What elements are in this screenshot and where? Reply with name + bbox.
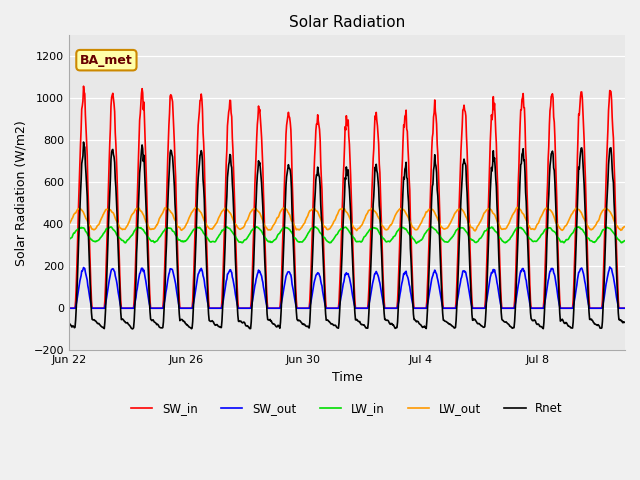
LW_out (260, 220, 268, 226)
LW_in (413, 240, 420, 246)
LW_out (530, 226, 538, 232)
SW_in (394, 284, 402, 290)
Title: Solar Radiation: Solar Radiation (289, 15, 405, 30)
LW_in (184, 237, 191, 242)
Rnet (395, 294, 403, 300)
SW_in (324, 305, 332, 311)
LW_in (621, 238, 628, 244)
SW_out (394, 304, 401, 310)
LW_in (324, 239, 332, 245)
SW_out (184, 305, 191, 311)
SW_in (415, 305, 423, 311)
LW_out (184, 220, 191, 226)
Line: SW_in: SW_in (69, 86, 625, 308)
Rnet (261, 255, 269, 261)
SW_in (621, 305, 628, 311)
Line: SW_out: SW_out (69, 267, 625, 308)
LW_out (394, 208, 401, 214)
Rnet (80, 139, 88, 145)
SW_out (260, 284, 268, 290)
Rnet (621, 319, 628, 325)
LW_out (415, 224, 423, 229)
Legend: SW_in, SW_out, LW_in, LW_out, Rnet: SW_in, SW_out, LW_in, LW_out, Rnet (127, 397, 568, 420)
Line: Rnet: Rnet (69, 142, 625, 329)
Rnet (129, 326, 136, 332)
Rnet (416, 322, 424, 327)
LW_in (416, 238, 424, 244)
SW_in (260, 207, 268, 213)
SW_out (621, 305, 628, 311)
Text: BA_met: BA_met (80, 54, 132, 67)
LW_out (65, 222, 73, 228)
SW_out (606, 264, 614, 270)
LW_in (530, 239, 538, 244)
LW_out (513, 204, 521, 210)
LW_in (394, 228, 402, 233)
LW_out (471, 228, 479, 234)
Line: LW_out: LW_out (69, 207, 625, 231)
LW_in (65, 237, 73, 242)
SW_out (65, 305, 73, 311)
LW_out (324, 227, 332, 232)
SW_out (415, 305, 423, 311)
SW_in (529, 305, 537, 311)
Y-axis label: Solar Radiation (W/m2): Solar Radiation (W/m2) (15, 120, 28, 265)
Rnet (530, 318, 538, 324)
Line: LW_in: LW_in (69, 227, 625, 243)
SW_in (65, 305, 73, 311)
LW_out (621, 224, 628, 229)
Rnet (325, 319, 333, 324)
X-axis label: Time: Time (332, 371, 362, 384)
SW_in (80, 84, 88, 89)
LW_in (260, 233, 268, 239)
LW_in (253, 224, 260, 229)
Rnet (65, 320, 73, 326)
SW_in (184, 305, 191, 311)
SW_out (529, 305, 536, 311)
Rnet (184, 323, 192, 329)
SW_out (324, 305, 332, 311)
